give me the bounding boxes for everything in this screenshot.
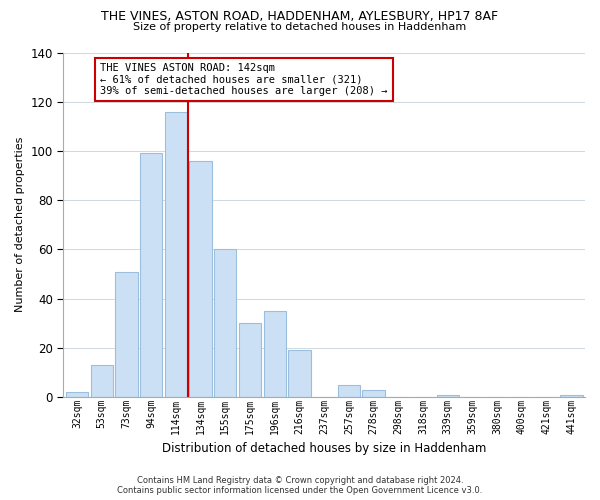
Bar (263, 311, 286, 397)
Text: THE VINES, ASTON ROAD, HADDENHAM, AYLESBURY, HP17 8AF: THE VINES, ASTON ROAD, HADDENHAM, AYLESB… (101, 10, 499, 23)
Bar (190, 161, 212, 397)
Bar (362, 390, 385, 397)
Bar (437, 394, 459, 397)
X-axis label: Distribution of detached houses by size in Haddenham: Distribution of detached houses by size … (162, 442, 487, 455)
Bar (214, 250, 236, 397)
Text: Contains HM Land Registry data © Crown copyright and database right 2024.
Contai: Contains HM Land Registry data © Crown c… (118, 476, 482, 495)
Bar (91, 365, 113, 397)
Bar (239, 323, 261, 397)
Bar (338, 384, 360, 397)
Text: THE VINES ASTON ROAD: 142sqm
← 61% of detached houses are smaller (321)
39% of s: THE VINES ASTON ROAD: 142sqm ← 61% of de… (100, 63, 388, 96)
Bar (140, 154, 162, 397)
Bar (560, 394, 583, 397)
Y-axis label: Number of detached properties: Number of detached properties (15, 137, 25, 312)
Bar (66, 392, 88, 397)
Bar (165, 112, 187, 397)
Bar (115, 272, 137, 397)
Text: Size of property relative to detached houses in Haddenham: Size of property relative to detached ho… (133, 22, 467, 32)
Bar (289, 350, 311, 397)
